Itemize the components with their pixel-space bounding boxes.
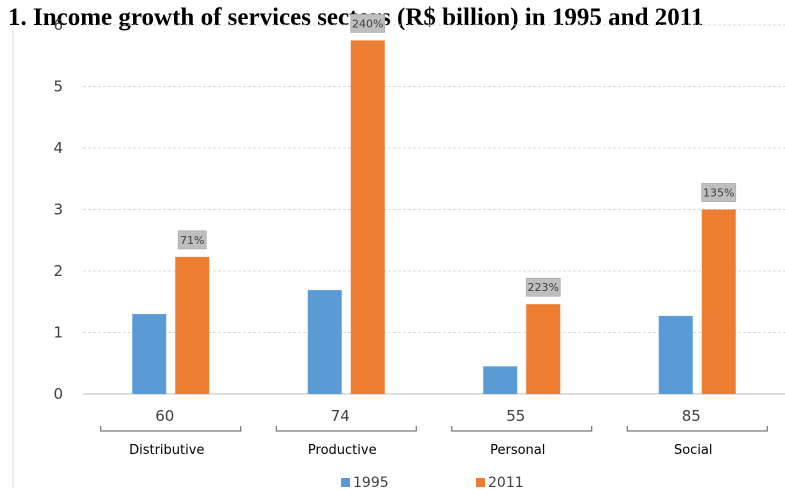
category-bracket [451, 426, 593, 432]
y-tick-label: 4 [53, 139, 63, 157]
y-tick-label: 6 [53, 16, 63, 34]
category-bracket [275, 426, 417, 432]
growth-label-box [525, 277, 561, 297]
growth-label: 240% [352, 17, 383, 30]
category-bracket [100, 426, 242, 432]
x-axis: 60 Distributive 74 Productive 55 Personal 85 So… [100, 407, 768, 458]
bar-2011-personal [526, 304, 561, 394]
bar-2011-distributive [175, 256, 210, 394]
x-category-label: Productive [308, 443, 377, 458]
y-tick-label: 5 [53, 78, 63, 96]
bar-2011-productive [350, 40, 385, 394]
y-tick-label: 3 [53, 201, 63, 219]
growth-label-box [701, 183, 737, 202]
growth-label-box [350, 14, 386, 33]
y-tick-label: 1 [53, 324, 63, 342]
bar-1995-social [658, 315, 693, 394]
growth-label: 71% [180, 234, 204, 247]
category-count-label: 55 [506, 407, 525, 425]
y-tick-label: 2 [53, 262, 63, 280]
bars [132, 40, 736, 394]
legend-label-1995: 1995 [353, 475, 389, 490]
x-category-label: Social [674, 443, 713, 458]
legend-swatch-2011 [476, 478, 485, 487]
x-category-label: Distributive [129, 443, 204, 458]
legend: 1995 2011 [341, 475, 524, 490]
category-count-label: 85 [682, 407, 701, 425]
bar-1995-personal [483, 366, 518, 394]
growth-label: 135% [703, 187, 734, 200]
bar-1995-distributive [132, 314, 167, 394]
category-count-label: 74 [331, 407, 350, 425]
growth-label-box [177, 230, 207, 250]
bar-2011-social [701, 209, 736, 394]
legend-label-2011: 2011 [488, 475, 524, 490]
growth-callouts: 71% 240% 223% 135% [177, 14, 737, 297]
category-count-label: 60 [155, 407, 174, 425]
legend-swatch-1995 [341, 478, 350, 487]
category-bracket [626, 426, 768, 432]
x-category-label: Personal [490, 443, 545, 458]
y-tick-label: 0 [53, 385, 63, 403]
bar-1995-productive [307, 290, 342, 394]
growth-label: 223% [528, 281, 559, 294]
